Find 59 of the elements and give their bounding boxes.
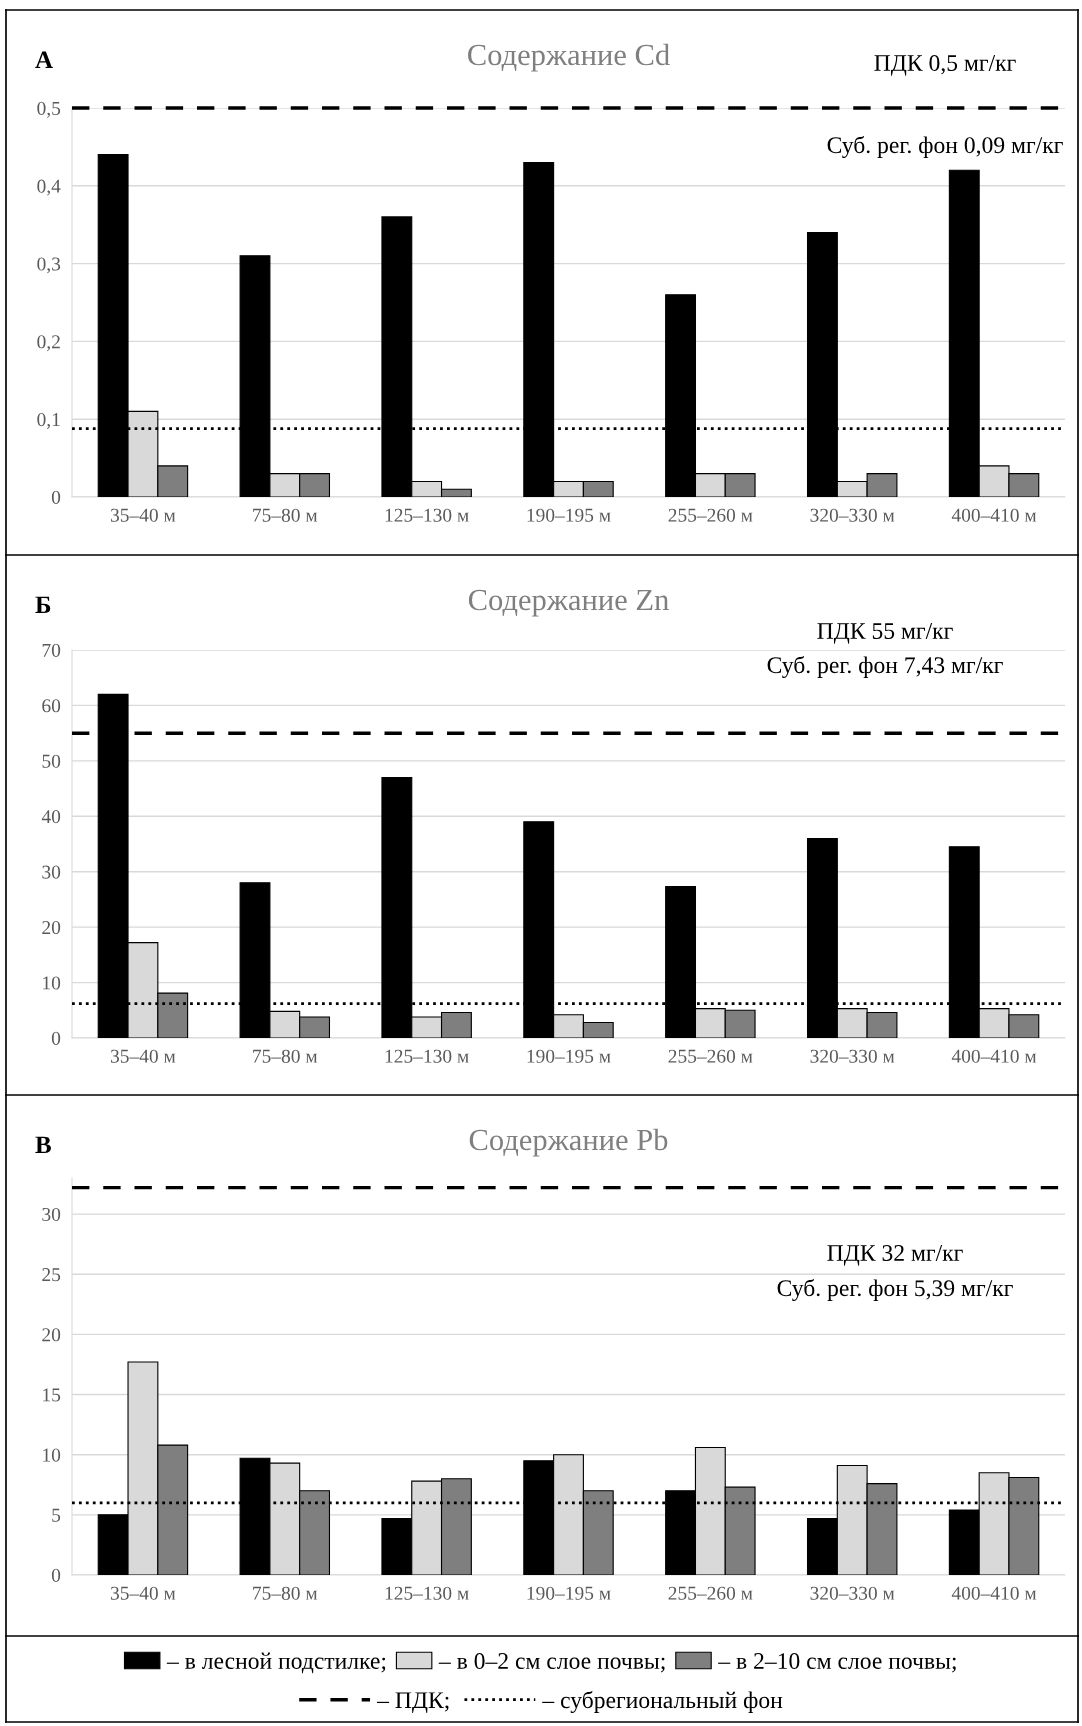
x-tick-label: 320–330 м	[810, 508, 895, 522]
chart-title: Содержание Pb	[469, 1128, 668, 1157]
chart-title: Содержание Zn	[468, 589, 669, 617]
legend-label: – ПДК;	[376, 1692, 449, 1713]
text: ПДК 0,5 мг/кг	[874, 54, 1016, 76]
chart-title: Содержание Cd	[468, 43, 670, 72]
x-tick-label: 125–130 м	[385, 1049, 469, 1063]
y-tick-label: 40	[41, 810, 61, 824]
y-tick-label: 50	[42, 754, 61, 768]
x-tick-label: 125–130 м	[385, 508, 469, 522]
x-tick-label: 255–260 м	[668, 508, 753, 522]
text: А	[35, 51, 53, 69]
y-tick-label: 20	[42, 1328, 61, 1342]
y-tick-label: 0	[51, 490, 61, 504]
x-tick-label: 190–195 м	[527, 508, 611, 522]
y-tick-label: 0,4	[37, 179, 61, 196]
text: В	[35, 1136, 51, 1154]
y-tick-label: 0,1	[37, 413, 60, 429]
y-tick-label: 5	[52, 1508, 61, 1522]
x-tick-label: 35–40 м	[110, 508, 176, 522]
x-tick-label: 320–330 м	[810, 1586, 895, 1600]
x-tick-label: 320–330 м	[810, 1049, 895, 1063]
x-tick-label: 255–260 м	[668, 1049, 753, 1063]
x-tick-label: 190–195 м	[527, 1049, 611, 1063]
y-tick-label: 60	[42, 699, 61, 713]
x-tick-label: 400–410 м	[951, 508, 1037, 522]
x-tick-label: 75–80 м	[253, 1586, 318, 1600]
y-tick-label: 25	[42, 1268, 61, 1282]
text: Б	[35, 596, 51, 614]
text: ПДК 55 мг/кг	[817, 623, 953, 644]
x-tick-label: 35–40 м	[110, 1049, 176, 1063]
annotation: Суб. рег. фон 0,09 мг/кг	[827, 136, 1063, 158]
legend-label: – в лесной подстилке;	[166, 1652, 386, 1674]
x-tick-label: 35–40 м	[110, 1586, 176, 1600]
y-tick-label: 70	[42, 643, 61, 657]
x-tick-label: 190–195 м	[527, 1586, 611, 1600]
y-tick-label: 0	[51, 1568, 61, 1582]
x-tick-label: 75–80 м	[253, 508, 318, 522]
y-tick-label: 0,3	[37, 257, 61, 274]
y-tick-label: 0,5	[37, 101, 61, 118]
y-tick-label: 0,2	[37, 335, 60, 352]
annotation: Суб. рег. фон 7,43 мг/кг	[767, 656, 1003, 678]
legend-label: – субрегиональный фон	[542, 1691, 783, 1713]
y-tick-label: 30	[42, 1207, 61, 1222]
y-tick-label: 20	[42, 920, 61, 935]
y-tick-label: 10	[43, 1448, 61, 1462]
x-tick-label: 400–410 м	[951, 1586, 1037, 1600]
annotation: ПДК 32 мг/кг	[827, 1245, 963, 1266]
x-tick-label: 125–130 м	[385, 1586, 469, 1600]
y-tick-label: 0	[51, 1031, 61, 1045]
x-tick-label: 400–410 м	[951, 1049, 1037, 1063]
x-tick-label: 75–80 м	[253, 1049, 318, 1063]
legend-label: – в 0–2 см слое почвы;	[438, 1653, 665, 1673]
annotation: Суб. рег. фон 5,39 мг/кг	[777, 1279, 1013, 1301]
x-tick-label: 255–260 м	[668, 1586, 753, 1600]
y-tick-label: 30	[42, 865, 61, 879]
y-tick-label: 10	[43, 976, 61, 990]
y-tick-label: 15	[43, 1388, 61, 1402]
legend-label: – в 2–10 см слое почвы;	[718, 1653, 956, 1673]
